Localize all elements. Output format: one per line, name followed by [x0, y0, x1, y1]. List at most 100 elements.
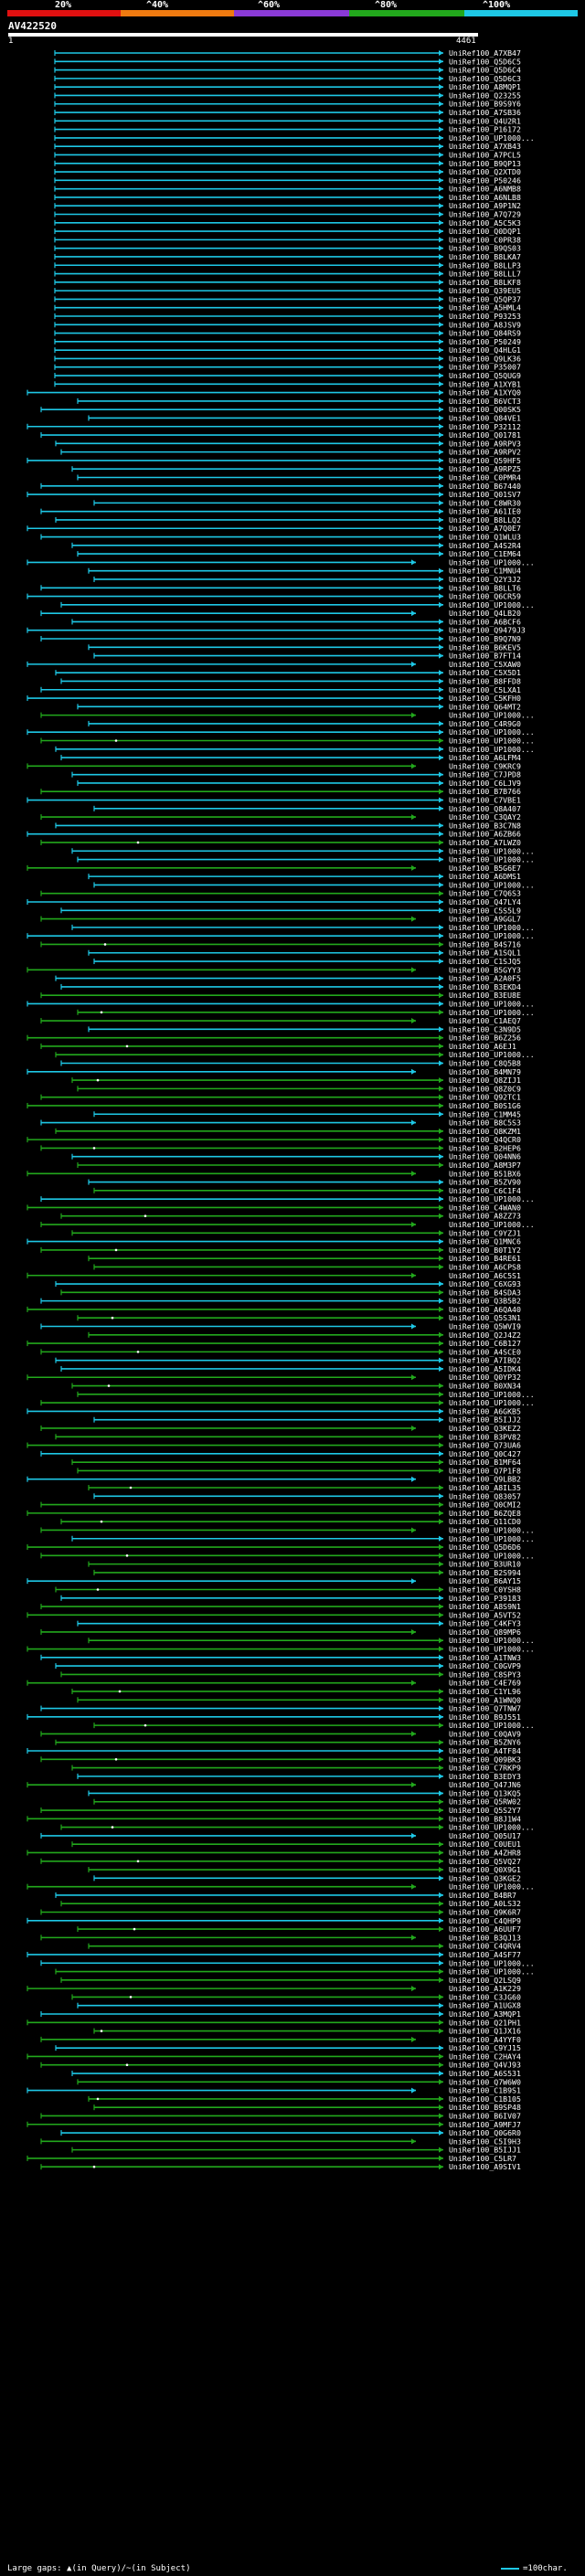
hit-label-link[interactable]: UniRef100_B8J1W4: [449, 1814, 521, 1823]
hit-label-link[interactable]: UniRef100_Q64MT2: [449, 702, 521, 711]
hit-label-link[interactable]: UniRef100_A8JSV9: [449, 320, 521, 329]
hit-label-link[interactable]: UniRef100_A0LS32: [449, 1899, 521, 1908]
hit-label-link[interactable]: UniRef100_C4QHP9: [449, 1916, 521, 1925]
hit-row[interactable]: UniRef100_Q4VJ93: [40, 2061, 521, 2070]
hit-label-link[interactable]: UniRef100_B9QP13: [449, 159, 521, 168]
hit-row[interactable]: UniRef100_B6Z256: [27, 1034, 521, 1043]
hit-label-link[interactable]: UniRef100_C5I9H3: [449, 2136, 521, 2146]
hit-label-link[interactable]: UniRef100_A4YYF0: [449, 2035, 521, 2044]
hit-label-link[interactable]: UniRef100_UP1000...: [449, 1967, 535, 1977]
hit-row[interactable]: UniRef100_C0PMR4: [77, 473, 521, 482]
hit-row[interactable]: UniRef100_A9GGL7: [40, 915, 521, 924]
hit-row[interactable]: UniRef100_Q8KZM1: [55, 1127, 521, 1136]
hit-row[interactable]: UniRef100_UP1000...: [60, 600, 535, 610]
hit-label-link[interactable]: UniRef100_A6NMB8: [449, 185, 521, 194]
hit-row[interactable]: UniRef100_A61IE0: [40, 507, 521, 516]
hit-label-link[interactable]: UniRef100_A7SB36: [449, 108, 521, 117]
hit-label-link[interactable]: UniRef100_B1MF64: [449, 1458, 521, 1467]
hit-row[interactable]: UniRef100_UP1000...: [40, 736, 535, 745]
hit-row[interactable]: UniRef100_P39183: [60, 1594, 521, 1603]
hit-row[interactable]: UniRef100_Q7P1F8: [77, 1466, 521, 1475]
hit-row[interactable]: UniRef100_C1MNU4: [88, 567, 521, 576]
hit-label-link[interactable]: UniRef100_B4MN79: [449, 1067, 521, 1076]
hit-label-link[interactable]: UniRef100_A8IL35: [449, 1483, 521, 1492]
hit-label-link[interactable]: UniRef100_A9RPV2: [449, 448, 521, 457]
hit-row[interactable]: UniRef100_B5ZNY6: [55, 1738, 521, 1747]
hit-row[interactable]: UniRef100_A1WNQ0: [77, 1695, 521, 1704]
hit-label-link[interactable]: UniRef100_C0GVP9: [449, 1661, 521, 1670]
hit-label-link[interactable]: UniRef100_A6GKB5: [449, 1406, 521, 1415]
hit-label-link[interactable]: UniRef100_B7FT14: [449, 652, 521, 661]
hit-row[interactable]: UniRef100_A4SF77: [27, 1950, 521, 1959]
hit-row[interactable]: UniRef100_A6S531: [71, 2069, 521, 2078]
hit-label-link[interactable]: UniRef100_Q0CMI2: [449, 1500, 521, 1510]
hit-row[interactable]: UniRef100_C1MM45: [93, 1109, 521, 1118]
hit-label-link[interactable]: UniRef100_C1SJQ5: [449, 957, 521, 966]
hit-row[interactable]: UniRef100_Q5D6C4: [54, 66, 521, 75]
hit-row[interactable]: UniRef100_Q89MP6: [40, 1627, 521, 1637]
hit-row[interactable]: UniRef100_B8LLP3: [54, 260, 521, 270]
hit-label-link[interactable]: UniRef100_B5ZNY6: [449, 1738, 521, 1747]
hit-label-link[interactable]: UniRef100_UP1000...: [449, 855, 535, 864]
hit-label-link[interactable]: UniRef100_C3JG60: [449, 1992, 521, 2001]
hit-label-link[interactable]: UniRef100_A4TF84: [449, 1746, 521, 1755]
hit-row[interactable]: UniRef100_Q21PH1: [27, 2018, 521, 2027]
hit-row[interactable]: UniRef100_A2A0F5: [55, 974, 521, 983]
hit-row[interactable]: UniRef100_Q4U2R1: [54, 116, 521, 125]
hit-row[interactable]: UniRef100_A9RPZ5: [71, 464, 521, 473]
hit-row[interactable]: UniRef100_B6AY15: [27, 1576, 521, 1585]
hit-label-link[interactable]: UniRef100_P35007: [449, 363, 521, 372]
hit-row[interactable]: UniRef100_UP1000...: [27, 1882, 535, 1892]
hit-row[interactable]: UniRef100_UP1000...: [27, 1645, 535, 1654]
hit-label-link[interactable]: UniRef100_B8LLL7: [449, 270, 521, 279]
hit-label-link[interactable]: UniRef100_B8FFD8: [449, 676, 521, 685]
hit-label-link[interactable]: UniRef100_Q9LBB2: [449, 1475, 521, 1484]
hit-label-link[interactable]: UniRef100_B3EDY3: [449, 1772, 521, 1781]
hit-row[interactable]: UniRef100_Q3KGE2: [93, 1873, 521, 1882]
hit-row[interactable]: UniRef100_B9Q7N9: [40, 634, 521, 643]
hit-label-link[interactable]: UniRef100_Q5D6C4: [449, 66, 521, 75]
hit-label-link[interactable]: UniRef100_Q5D6D6: [449, 1542, 521, 1552]
hit-label-link[interactable]: UniRef100_UP1000...: [449, 1721, 535, 1730]
hit-label-link[interactable]: UniRef100_Q1WLU3: [449, 533, 521, 542]
hit-row[interactable]: UniRef100_B8LLQ2: [55, 515, 521, 525]
hit-label-link[interactable]: UniRef100_Q3KGE2: [449, 1873, 521, 1882]
hit-row[interactable]: UniRef100_UP1000...: [77, 855, 535, 864]
hit-row[interactable]: UniRef100_B3PV82: [55, 1432, 521, 1441]
hit-row[interactable]: UniRef100_Q0G6R0: [60, 2128, 521, 2137]
hit-label-link[interactable]: UniRef100_A4ZHR8: [449, 1848, 521, 1857]
hit-label-link[interactable]: UniRef100_Q7P1F8: [449, 1466, 521, 1475]
hit-row[interactable]: UniRef100_B9SP48: [93, 2103, 521, 2112]
hit-label-link[interactable]: UniRef100_UP1000...: [449, 1050, 535, 1059]
hit-label-link[interactable]: UniRef100_Q5QP37: [449, 294, 521, 303]
hit-row[interactable]: UniRef100_C4WAN0: [27, 1203, 521, 1212]
hit-row[interactable]: UniRef100_UP1000...: [71, 923, 535, 932]
hit-row[interactable]: UniRef100_B0S1G6: [27, 1101, 521, 1110]
hit-row[interactable]: UniRef100_C3JG60: [71, 1992, 521, 2001]
hit-row[interactable]: UniRef100_A6QA40: [27, 1305, 521, 1314]
hit-label-link[interactable]: UniRef100_B8LKA7: [449, 252, 521, 261]
hit-label-link[interactable]: UniRef100_Q2XTD0: [449, 167, 521, 176]
hit-label-link[interactable]: UniRef100_A6ZB66: [449, 830, 521, 839]
hit-label-link[interactable]: UniRef100_C8Q5B8: [449, 1059, 521, 1068]
hit-label-link[interactable]: UniRef100_UP1000...: [449, 1525, 535, 1534]
hit-label-link[interactable]: UniRef100_P39183: [449, 1594, 521, 1603]
hit-row[interactable]: UniRef100_A7XB43: [54, 142, 521, 151]
hit-label-link[interactable]: UniRef100_Q23255: [449, 90, 521, 100]
hit-label-link[interactable]: UniRef100_C5S5L9: [449, 906, 521, 915]
hit-label-link[interactable]: UniRef100_A9P1N2: [449, 201, 521, 210]
hit-label-link[interactable]: UniRef100_A61IE0: [449, 507, 521, 516]
hit-label-link[interactable]: UniRef100_Q5D6C5: [449, 57, 521, 66]
hit-row[interactable]: UniRef100_UP1000...: [55, 745, 535, 754]
hit-label-link[interactable]: UniRef100_A9RPV3: [449, 439, 521, 448]
hit-row[interactable]: UniRef100_A1UGX8: [77, 2001, 521, 2010]
hit-label-link[interactable]: UniRef100_Q4VJ93: [449, 2061, 521, 2070]
hit-label-link[interactable]: UniRef100_B8C5S3: [449, 1118, 521, 1128]
hit-row[interactable]: UniRef100_UP1000...: [27, 931, 535, 940]
hit-row[interactable]: UniRef100_Q5S2Y7: [40, 1806, 521, 1815]
hit-label-link[interactable]: UniRef100_C1EM64: [449, 549, 521, 558]
hit-label-link[interactable]: UniRef100_C5LR7: [449, 2154, 516, 2163]
hit-label-link[interactable]: UniRef100_A1XYQ0: [449, 388, 521, 398]
hit-row[interactable]: UniRef100_B4BR7: [55, 1891, 516, 1900]
hit-label-link[interactable]: UniRef100_UP1000...: [449, 1194, 535, 1203]
